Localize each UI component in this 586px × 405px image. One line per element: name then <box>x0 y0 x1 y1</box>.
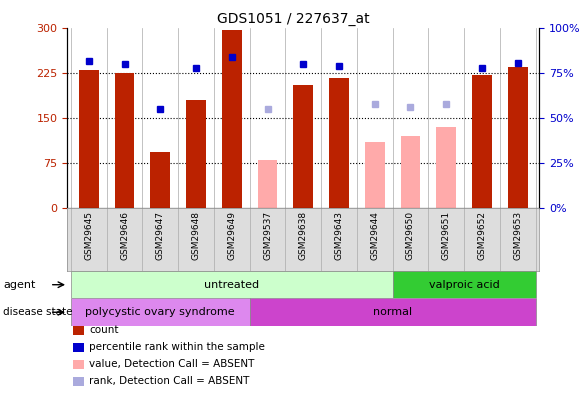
Text: GSM29643: GSM29643 <box>335 211 343 260</box>
Bar <box>329 77 349 208</box>
Text: GSM29647: GSM29647 <box>156 211 165 260</box>
Bar <box>115 73 134 208</box>
Text: GSM29653: GSM29653 <box>513 211 522 260</box>
Text: GSM29649: GSM29649 <box>227 211 236 260</box>
Bar <box>186 100 206 208</box>
Bar <box>71 298 250 326</box>
Text: rank, Detection Call = ABSENT: rank, Detection Call = ABSENT <box>89 376 250 386</box>
Text: value, Detection Call = ABSENT: value, Detection Call = ABSENT <box>89 359 254 369</box>
Text: disease state: disease state <box>3 307 73 317</box>
Bar <box>222 30 241 208</box>
Bar <box>437 127 456 208</box>
Text: polycystic ovary syndrome: polycystic ovary syndrome <box>86 307 235 317</box>
Text: count: count <box>89 325 118 335</box>
Bar <box>151 152 170 208</box>
Text: GSM29646: GSM29646 <box>120 211 129 260</box>
Text: GDS1051 / 227637_at: GDS1051 / 227637_at <box>217 12 369 26</box>
Text: GSM29537: GSM29537 <box>263 211 272 260</box>
Bar <box>250 298 536 326</box>
Bar <box>393 271 536 298</box>
Text: normal: normal <box>373 307 412 317</box>
Text: GSM29652: GSM29652 <box>478 211 486 260</box>
Text: GSM29638: GSM29638 <box>299 211 308 260</box>
Text: GSM29651: GSM29651 <box>442 211 451 260</box>
Bar <box>472 75 492 208</box>
Bar <box>79 70 98 208</box>
Bar <box>294 85 313 208</box>
Bar <box>258 160 277 208</box>
Bar <box>71 271 393 298</box>
Text: valproic acid: valproic acid <box>429 280 499 290</box>
Bar <box>365 142 384 208</box>
Text: GSM29645: GSM29645 <box>84 211 93 260</box>
Text: untreated: untreated <box>204 280 260 290</box>
Bar <box>508 67 527 208</box>
Text: GSM29644: GSM29644 <box>370 211 379 260</box>
Text: percentile rank within the sample: percentile rank within the sample <box>89 342 265 352</box>
Bar <box>401 136 420 208</box>
Text: agent: agent <box>3 280 35 290</box>
Text: GSM29648: GSM29648 <box>192 211 200 260</box>
Text: GSM29650: GSM29650 <box>406 211 415 260</box>
